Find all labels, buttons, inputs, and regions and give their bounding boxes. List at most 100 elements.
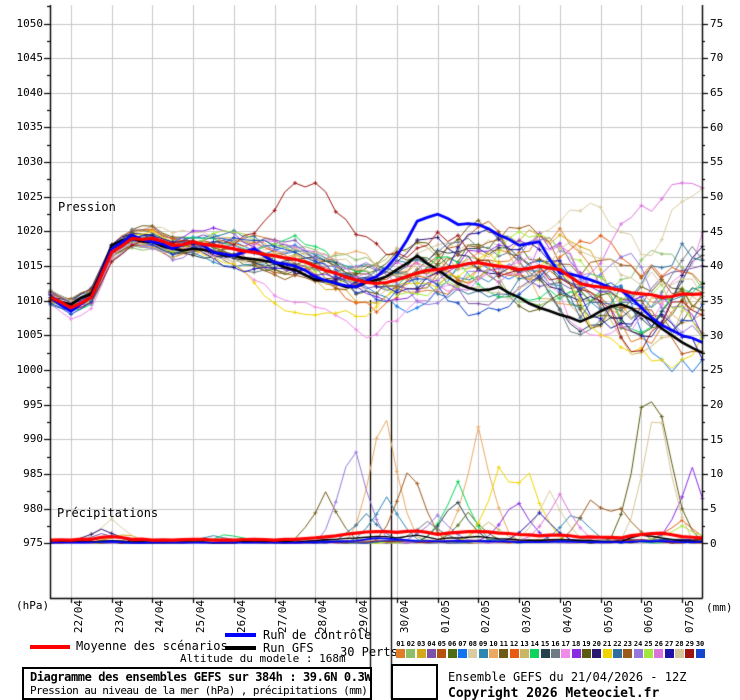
y-axis-label-right: 65 [710,85,724,99]
y-axis-label-left: 1000 [16,363,44,377]
run-info: Ensemble GEFS du 21/04/2026 - 12Z [448,670,687,684]
member-number: 13 [520,640,529,648]
member-color-swatch [488,649,498,658]
member-number: 24 [633,640,643,648]
member-number: 28 [675,640,684,648]
model-altitude-label: Altitude du modele : 168m [180,652,346,665]
member-number: 02 [406,640,416,648]
x-axis-label: 04/05 [560,600,574,634]
legend-mean-label: Moyenne des scénarios [76,639,228,653]
x-axis-label: 29/04 [357,600,371,634]
y-axis-label-right: 5 [710,501,717,515]
y-axis-label-left: 1005 [16,328,44,342]
y-axis-label-left: 1050 [16,16,44,30]
member-color-swatch [654,649,664,658]
member-number: 12 [509,640,519,648]
y-axis-label-right: 45 [710,224,724,238]
member-number: 08 [468,640,478,648]
member-number: 29 [685,640,694,648]
y-axis-label-left: 990 [23,432,43,446]
member-number: 05 [437,640,447,648]
member-number: 22 [613,640,622,648]
y-axis-label-right: 35 [710,293,724,307]
pressure-section-label: Pression [58,200,116,214]
y-axis-label-left: 1040 [16,85,44,99]
member-number: 18 [571,640,581,648]
y-axis-label-right: 55 [710,155,724,169]
y-axis-label-left: 1035 [16,120,44,134]
y-axis-label-right: 50 [710,189,724,203]
member-number: 14 [530,640,539,648]
y-axis-label-left: 975 [23,536,43,550]
y-axis-label-right: 0 [710,536,717,550]
x-axis-label: 28/04 [316,600,330,634]
y-axis-label-left: 980 [23,501,43,515]
y-axis-label-left: 1030 [16,155,44,169]
member-number: 20 [592,640,601,648]
legend-control-line-sample [225,633,256,637]
y-axis-label-left: 995 [23,397,43,411]
y-axis-label-right: 25 [710,363,724,377]
x-axis-label: 24/04 [153,600,167,634]
member-color-swatch [581,649,591,658]
member-number: 30 [695,640,705,648]
y-axis-label-right: 30 [710,328,724,342]
member-color-swatch [468,649,478,658]
member-color-swatch [571,649,581,658]
member-number: 04 [427,640,436,648]
member-color-swatch [499,649,509,658]
member-color-swatch [550,649,560,658]
member-color-swatch [643,649,653,658]
member-number: 17 [561,640,570,648]
x-axis-label: 06/05 [642,600,656,634]
member-color-swatch [664,649,674,658]
member-color-swatch [437,649,447,658]
member-color-swatch [540,649,550,658]
member-color-swatch [396,649,405,658]
legend-gfs-line-sample [225,646,256,650]
member-number: 07 [458,640,467,648]
y-axis-label-left: 1025 [16,189,44,203]
y-axis-label-left: 1015 [16,259,44,273]
empty-box [391,664,438,700]
y-axis-label-right: 70 [710,51,724,65]
member-number: 11 [499,640,509,648]
member-number: 21 [602,640,612,648]
copyright: Copyright 2026 Meteociel.fr [448,686,660,700]
member-number: 06 [447,640,457,648]
member-number: 16 [551,640,560,648]
member-color-swatch [416,649,426,658]
member-color-swatch [530,649,540,658]
member-color-swatch [674,649,684,658]
member-number: 19 [582,640,591,648]
x-axis-label: 26/04 [234,600,248,634]
y-axis-label-left: 1020 [16,224,44,238]
member-color-swatch [561,649,571,658]
member-color-swatch [447,649,457,658]
y-axis-label-right: 20 [710,397,724,411]
y-axis-label-right: 40 [710,259,724,273]
member-color-swatch [426,649,436,658]
x-axis-label: 25/04 [194,600,208,634]
diagram-title: Diagramme des ensembles GEFS sur 384h : … [30,670,372,684]
member-number: 15 [540,640,550,648]
member-color-swatch [478,649,488,658]
y-axis-label-left: 1010 [16,293,44,307]
member-color-swatch [519,649,529,658]
precip-section-label: Précipitations [57,506,159,520]
left-axis-unit: (hPa) [16,599,50,612]
x-axis-label: 03/05 [520,600,534,634]
x-axis-label: 02/05 [479,600,493,634]
y-axis-label-left: 1045 [16,51,44,65]
x-axis-label: 05/05 [601,600,615,634]
legend-control-label: Run de contrôle [263,628,372,642]
y-axis-label-right: 60 [710,120,724,134]
legend-mean-line-sample [30,645,70,649]
member-color-swatch [685,649,695,658]
y-axis-label-left: 985 [23,467,43,481]
right-axis-unit: (mm) [706,601,733,614]
x-axis-label: 07/05 [683,600,697,634]
y-axis-label-right: 10 [710,467,724,481]
member-color-swatch [592,649,602,658]
